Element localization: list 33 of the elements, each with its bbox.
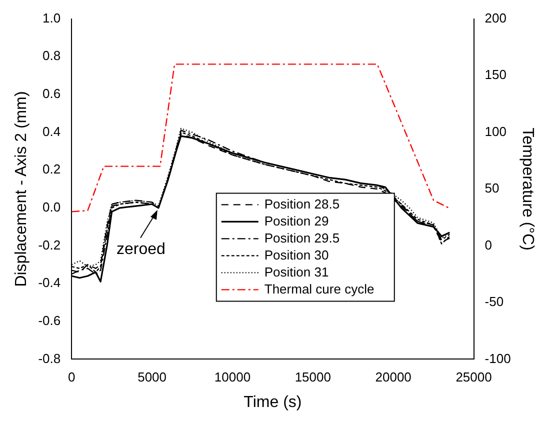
legend-label: Position 30: [264, 247, 329, 262]
y2-tick-label: -100: [484, 350, 511, 366]
legend-label: Position 29: [264, 213, 329, 228]
x-axis-title: Time (s): [244, 394, 302, 411]
y-tick-label: 0.6: [42, 86, 61, 102]
y-axis-title: Displacement - Axis 2 (mm): [13, 91, 30, 287]
y2-tick-label: 150: [484, 67, 506, 82]
x-tick-label: 5000: [138, 370, 166, 385]
y-tick-label: -0.6: [38, 312, 61, 328]
x-tick-label: 10000: [214, 370, 251, 385]
y2-tick-label: 200: [484, 10, 506, 26]
x-tick-label: 20000: [375, 370, 412, 385]
legend-label: Position 31: [264, 264, 329, 280]
y-tick-label: 1.0: [42, 10, 61, 26]
y-tick-label: 0.0: [42, 199, 61, 214]
y2-tick-label: 50: [484, 180, 500, 196]
y-tick-label: -0.2: [38, 237, 61, 252]
x-tick-label: 15000: [294, 370, 331, 385]
legend-label: Position 29.5: [264, 230, 340, 246]
y-tick-label: -0.8: [38, 350, 61, 366]
y-tick-label: 0.8: [42, 48, 61, 64]
legend-label: Thermal cure cycle: [264, 281, 374, 296]
annotation: zeroed: [116, 240, 166, 258]
y2-tick-label: 0: [484, 237, 492, 252]
y-tick-label: 0.2: [42, 162, 61, 177]
legend-label: Position 28.5: [264, 196, 340, 212]
y2-tick-label: 100: [484, 124, 506, 139]
y-tick-label: 0.4: [42, 124, 61, 139]
x-tick-label: 0: [68, 370, 76, 385]
y-tick-label: -0.4: [38, 275, 61, 290]
y2-axis-title: Temperature (°C): [518, 128, 536, 250]
y2-tick-label: -50: [484, 294, 504, 310]
x-tick-label: 25000: [456, 370, 492, 385]
